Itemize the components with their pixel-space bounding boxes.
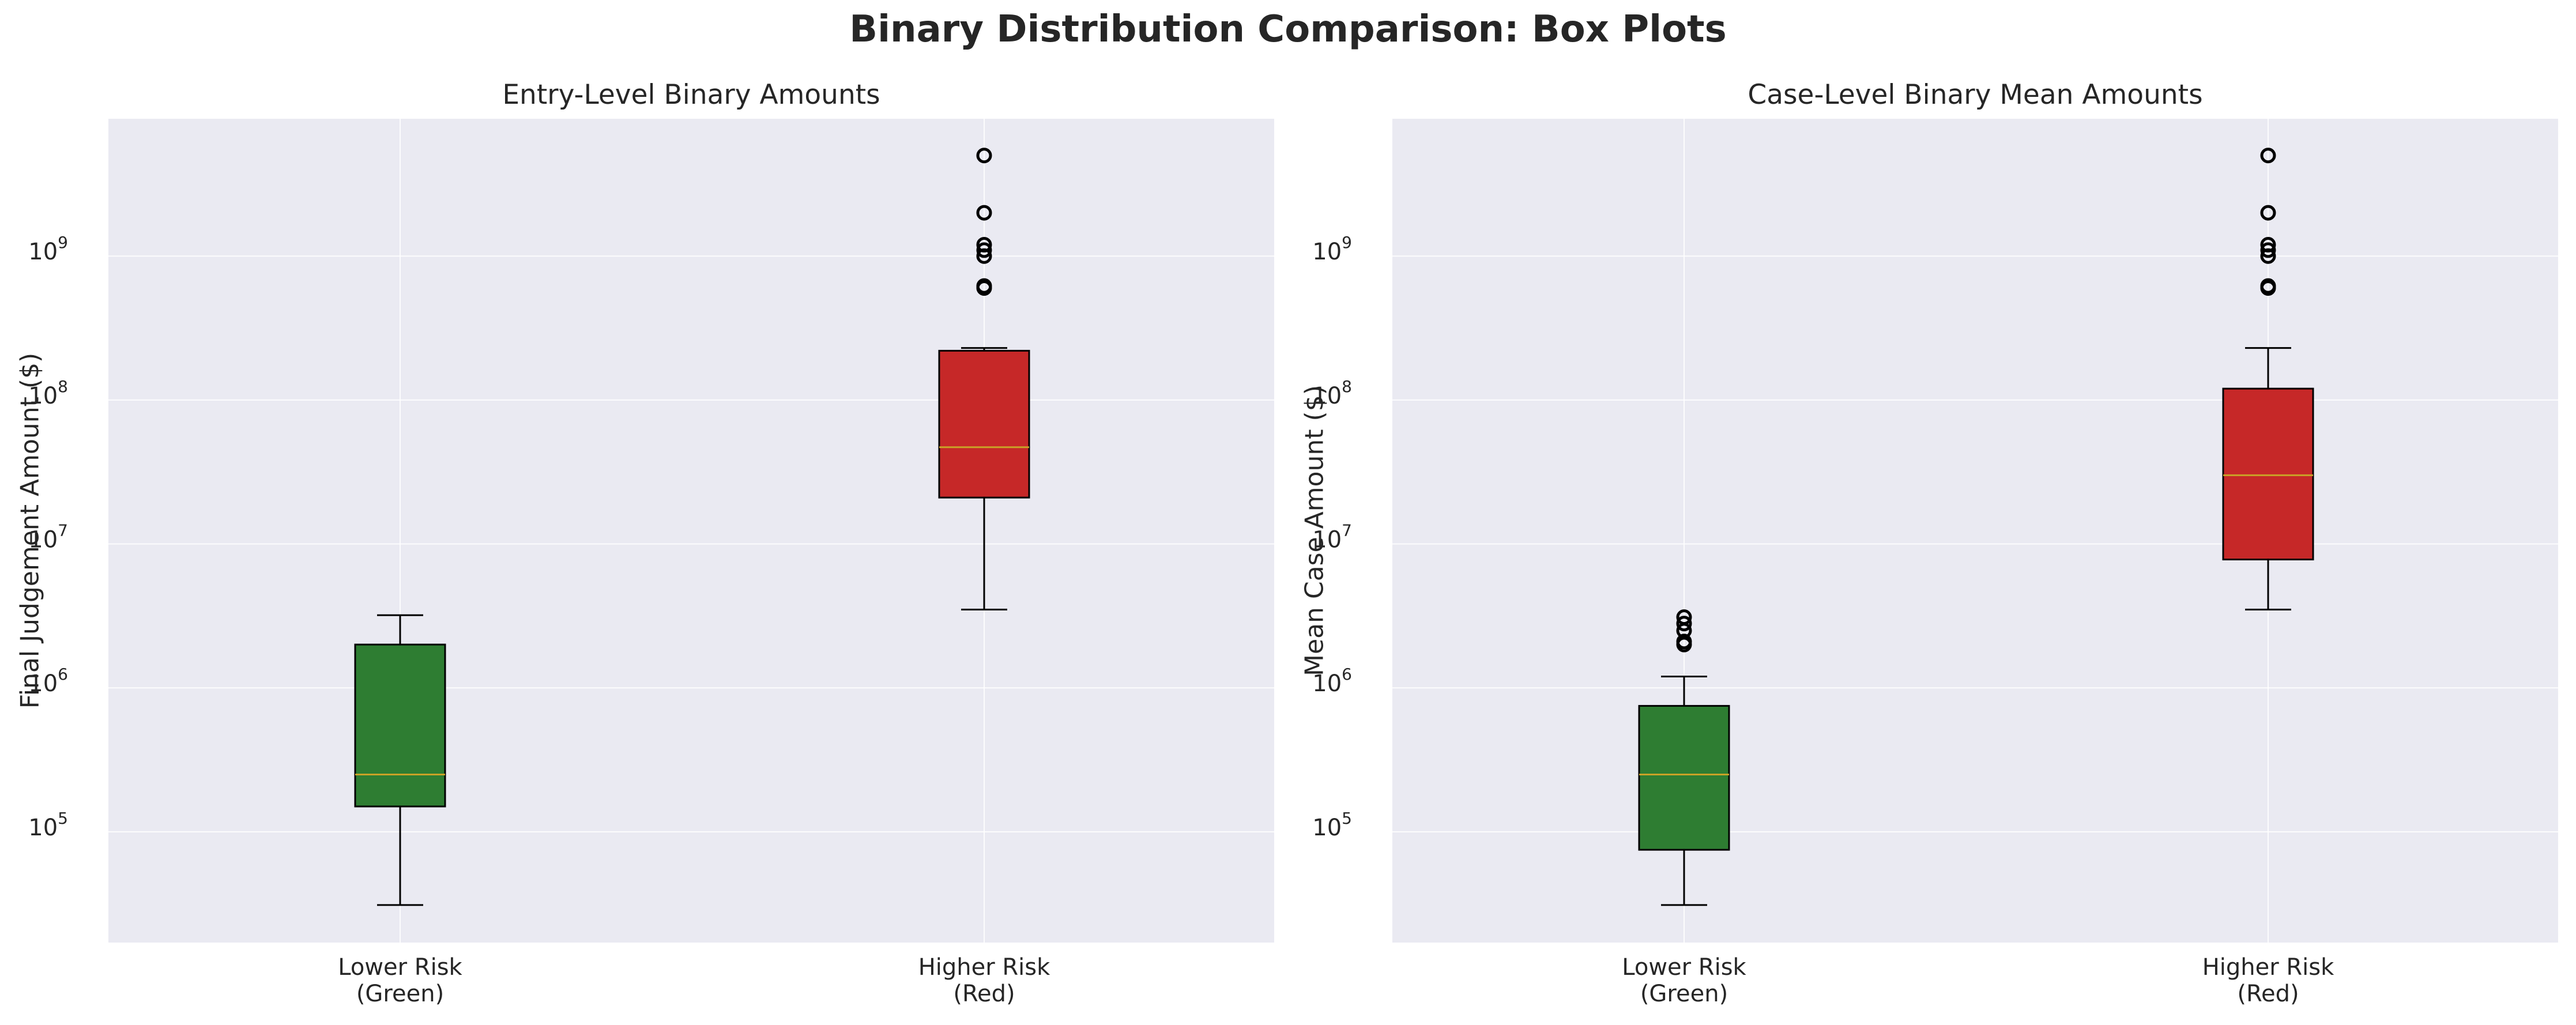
y-tick-label: 109 bbox=[1312, 233, 1352, 265]
x-tick-label: (Green) bbox=[1640, 981, 1728, 1007]
outlier-point bbox=[2260, 236, 2276, 253]
outlier-point bbox=[2260, 278, 2276, 294]
iqr-box bbox=[354, 643, 446, 808]
y-tick-label: 107 bbox=[1312, 521, 1352, 553]
x-tick-label: (Green) bbox=[356, 981, 444, 1007]
box-lower-risk bbox=[354, 614, 446, 906]
y-tick-label: 106 bbox=[28, 665, 68, 697]
iqr-box bbox=[938, 349, 1030, 499]
subplot-2: 105 106 107 108 109 Case-Level Binary Mean Am… bbox=[1300, 79, 2558, 1007]
outlier-point bbox=[1676, 634, 1692, 650]
x-tick-label: Higher Risk bbox=[918, 954, 1050, 981]
box-higher-risk bbox=[938, 148, 1030, 611]
x-tick-label: (Red) bbox=[2237, 981, 2299, 1007]
y-tick-label: 108 bbox=[1312, 377, 1352, 409]
x-tick-label: (Red) bbox=[953, 981, 1015, 1007]
subplot-1: 105 106 107 108 109 Entry-Level Binary Amount… bbox=[16, 79, 1274, 1007]
y-tick-label: 105 bbox=[28, 809, 68, 841]
outlier-point bbox=[976, 148, 992, 164]
subplot-title: Case-Level Binary Mean Amounts bbox=[1748, 79, 2202, 111]
outlier-point bbox=[976, 242, 992, 258]
box-lower-risk bbox=[1638, 609, 1730, 906]
subplot-title: Entry-Level Binary Amounts bbox=[502, 79, 880, 111]
outlier-point bbox=[2260, 205, 2276, 221]
y-tick-label: 108 bbox=[28, 377, 68, 409]
iqr-box bbox=[1638, 704, 1730, 851]
plot-area bbox=[108, 119, 1274, 943]
y-tick-label: 105 bbox=[1312, 809, 1352, 841]
iqr-box bbox=[2222, 387, 2314, 560]
x-tick-label: Higher Risk bbox=[2202, 954, 2334, 981]
y-axis-label: Final Judgement Amount ($) bbox=[16, 353, 45, 709]
y-axis-label: Mean Case Amount ($) bbox=[1300, 385, 1330, 676]
y-tick-label: 106 bbox=[1312, 665, 1352, 697]
outlier-point bbox=[2260, 242, 2276, 258]
x-tick-label: Lower Risk bbox=[1622, 954, 1746, 981]
plot-area bbox=[1392, 119, 2558, 943]
box-higher-risk bbox=[2222, 148, 2314, 611]
outlier-point bbox=[1676, 609, 1692, 625]
x-tick-label: Lower Risk bbox=[338, 954, 462, 981]
outlier-point bbox=[1676, 616, 1692, 632]
figure-title: Binary Distribution Comparison: Box Plot… bbox=[849, 8, 1727, 51]
y-tick-label: 109 bbox=[28, 233, 68, 265]
outlier-point bbox=[976, 236, 992, 253]
outlier-point bbox=[976, 205, 992, 221]
outlier-point bbox=[976, 278, 992, 294]
y-tick-label: 107 bbox=[28, 521, 68, 553]
outlier-point bbox=[2260, 148, 2276, 164]
